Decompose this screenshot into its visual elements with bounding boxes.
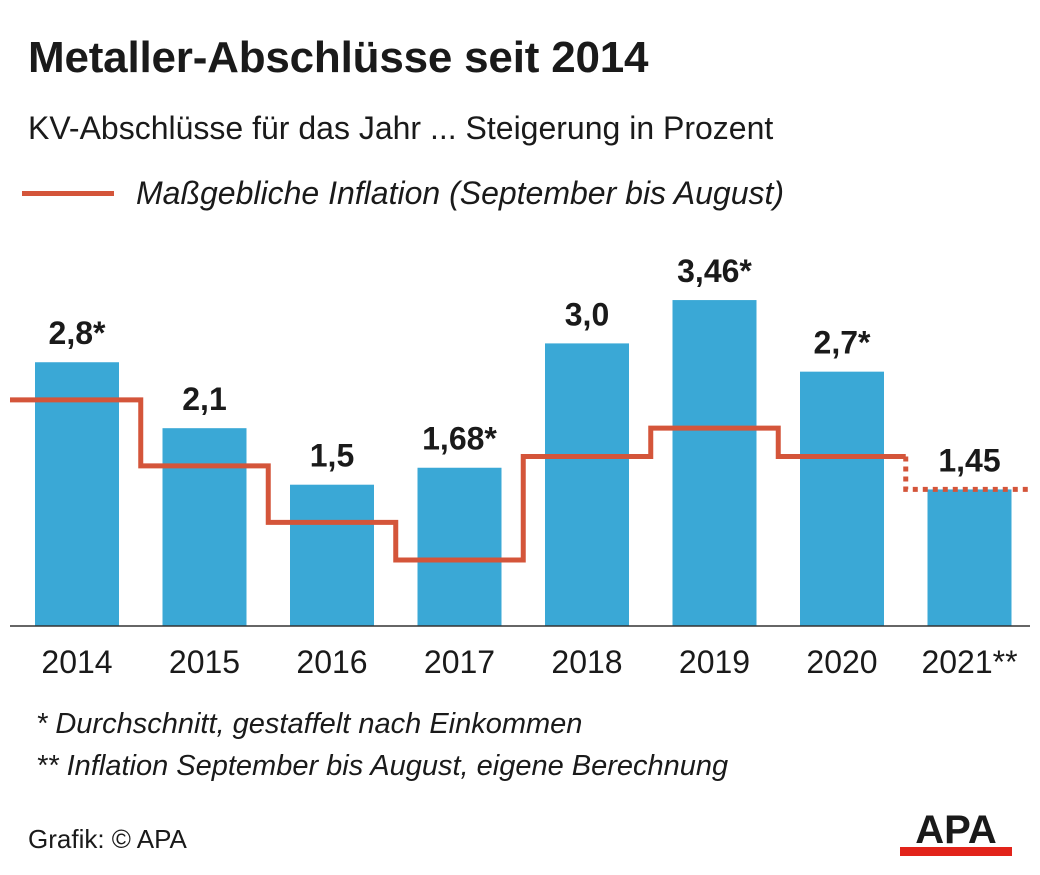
bar-2017 <box>417 467 502 626</box>
value-label-2017: 1,68* <box>422 421 497 457</box>
labels-layer: 2,8* 2,1 1,5 1,68* 3,0 3,46* 2,7* 1,45 <box>49 253 1001 478</box>
footnote-average: * Durchschnitt, gestaffelt nach Einkomme… <box>36 708 583 740</box>
bar-2014 <box>35 362 119 626</box>
inflation-line-estimate <box>903 456 1032 492</box>
category-label-2019: 2019 <box>679 644 750 680</box>
x-axis-layer: 2014 2015 2016 2017 2018 2019 2020 2021** <box>10 625 1030 680</box>
legend: Maßgebliche Inflation (September bis Aug… <box>22 168 784 218</box>
apa-logo-bar <box>900 847 1012 856</box>
category-label-2015: 2015 <box>169 644 240 680</box>
legend-inflation-label: Maßgebliche Inflation (September bis Aug… <box>136 174 785 211</box>
chart-title: Metaller-Abschlüsse seit 2014 <box>28 33 649 82</box>
bar-2020 <box>800 371 884 626</box>
value-label-2014: 2,8* <box>49 315 106 351</box>
legend-inflation-swatch <box>22 190 114 196</box>
category-label-2020: 2020 <box>806 644 877 680</box>
category-label-2021**: 2021** <box>921 644 1017 680</box>
bars-layer <box>35 300 1012 626</box>
chart-subtitle: KV-Abschlüsse für das Jahr ... Steigerun… <box>28 110 774 146</box>
footnote-inflation: ** Inflation September bis August, eigen… <box>36 750 729 782</box>
source-credit: Grafik: © APA <box>28 824 187 854</box>
category-label-2018: 2018 <box>551 644 622 680</box>
bar-2015 <box>162 428 247 626</box>
value-label-2018: 3,0 <box>565 296 609 332</box>
value-label-2015: 2,1 <box>182 381 226 417</box>
bar-2021** <box>927 489 1012 626</box>
bar-2018 <box>545 343 629 626</box>
bar-chart: 2014 2015 2016 2017 2018 2019 2020 2021** 2,8*2… <box>10 253 1032 680</box>
value-label-2019: 3,46* <box>677 253 752 289</box>
value-label-2016: 1,5 <box>310 438 354 474</box>
value-label-2020: 2,7* <box>814 325 871 361</box>
apa-logo: APA <box>900 810 1012 856</box>
inflation-line-layer <box>10 397 1032 563</box>
bar-2016 <box>290 484 374 626</box>
apa-logo-text: APA <box>915 810 996 852</box>
bar-2019 <box>672 300 757 626</box>
category-label-2017: 2017 <box>424 644 495 680</box>
inflation-line <box>10 397 906 563</box>
value-label-2021**: 1,45 <box>938 442 1000 478</box>
category-label-2016: 2016 <box>296 644 367 680</box>
category-label-2014: 2014 <box>41 644 112 680</box>
